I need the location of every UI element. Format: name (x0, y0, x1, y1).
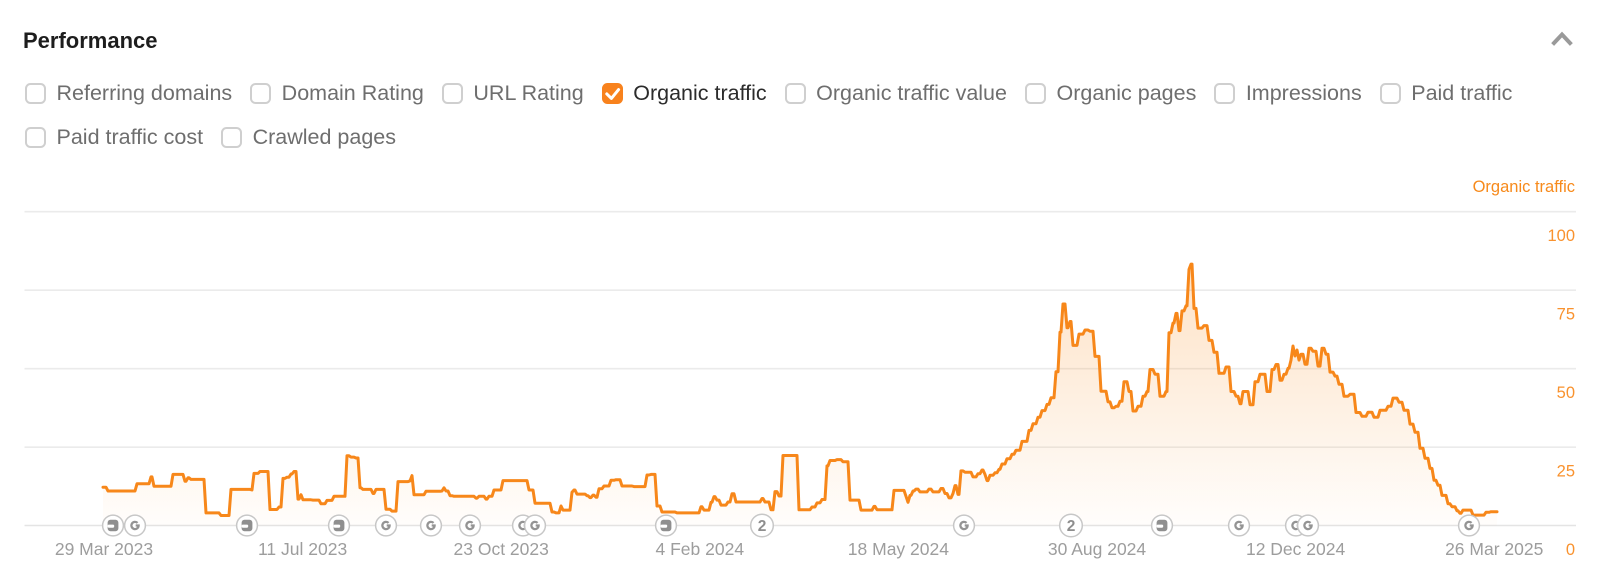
svg-text:12 Dec 2024: 12 Dec 2024 (1246, 539, 1346, 559)
svg-text:2: 2 (1067, 518, 1076, 535)
svg-text:30 Aug 2024: 30 Aug 2024 (1048, 539, 1147, 559)
svg-text:2: 2 (758, 518, 767, 535)
svg-text:11 Jul 2023: 11 Jul 2023 (258, 539, 347, 559)
svg-text:0: 0 (1566, 541, 1575, 559)
svg-text:75: 75 (1557, 306, 1575, 324)
svg-text:29 Mar 2023: 29 Mar 2023 (55, 539, 153, 559)
svg-text:25: 25 (1557, 463, 1575, 481)
svg-text:4 Feb 2024: 4 Feb 2024 (656, 539, 745, 559)
svg-text:100: 100 (1547, 227, 1575, 245)
svg-text:Organic traffic: Organic traffic (1473, 178, 1575, 196)
svg-text:23 Oct 2023: 23 Oct 2023 (454, 539, 549, 559)
svg-text:18 May 2024: 18 May 2024 (848, 539, 949, 559)
svg-text:50: 50 (1557, 384, 1575, 402)
svg-text:26 Mar 2025: 26 Mar 2025 (1445, 539, 1543, 559)
